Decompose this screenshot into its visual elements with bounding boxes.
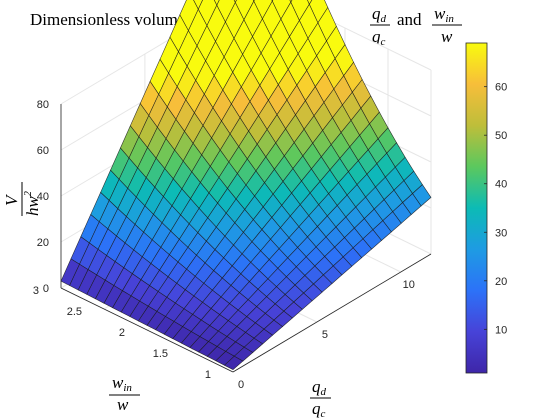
y-tick-label: 2 — [119, 327, 125, 339]
colorbar-tick-label: 50 — [495, 130, 507, 142]
zlabel-num: V — [2, 193, 21, 206]
tick-labels: 0 20 40 60 80 0 5 10 1 1.5 2 2.5 3 — [33, 99, 415, 391]
title-fraction-1: qd qc — [370, 4, 390, 48]
surface-patch — [193, 0, 203, 10]
y-axis-line — [60, 287, 234, 373]
surface-patch — [213, 0, 220, 6]
x-tick-label: 10 — [403, 279, 415, 291]
x-tick-label: 0 — [238, 379, 244, 391]
z-tick-label: 40 — [37, 191, 49, 203]
z-tick-label: 20 — [37, 237, 49, 249]
title-frac2-den: w — [441, 27, 453, 46]
colorbar-ticks: 10 20 30 40 50 60 — [484, 82, 507, 336]
colorbar-tick-label: 60 — [495, 82, 507, 94]
title-frac1-num: qd — [372, 4, 387, 25]
z-tick-label: 80 — [37, 99, 49, 111]
y-tick-label: 2.5 — [67, 306, 82, 318]
colorbar-tick-label: 20 — [495, 276, 507, 288]
ylabel-den: w — [117, 395, 129, 414]
z-tick-label: 60 — [37, 145, 49, 157]
colorbar-gradient — [465, 42, 488, 374]
x-axis-label: qd qc — [310, 377, 331, 420]
surface-plot — [60, 0, 432, 371]
z-tick-label: 0 — [43, 283, 49, 295]
y-axis-label: win w — [109, 373, 140, 414]
surface-patch — [307, 0, 313, 5]
title-frac1-den: qc — [372, 27, 386, 48]
zlabel-den: hw2 — [23, 191, 42, 216]
colorbar-tick-label: 10 — [495, 324, 507, 336]
x-axis-line — [232, 253, 432, 373]
colorbar: 10 20 30 40 50 60 — [465, 42, 507, 374]
title-fraction-2: win w — [432, 4, 462, 46]
title-frac2-num: win — [434, 4, 454, 25]
colorbar-tick-label: 40 — [495, 179, 507, 191]
xlabel-num: qd — [312, 377, 327, 398]
axis-lines — [60, 104, 432, 373]
x-tick-label: 5 — [322, 329, 328, 341]
y-tick-label: 1 — [205, 369, 211, 381]
title-and: and — [397, 10, 422, 29]
ylabel-num: win — [112, 373, 132, 394]
y-tick-label: 1.5 — [153, 348, 168, 360]
xlabel-den: qc — [312, 399, 326, 420]
z-axis-label: V hw2 — [2, 182, 42, 216]
surface-patch — [223, 355, 244, 371]
colorbar-tick-label: 30 — [495, 227, 507, 239]
y-tick-label: 3 — [33, 285, 39, 297]
